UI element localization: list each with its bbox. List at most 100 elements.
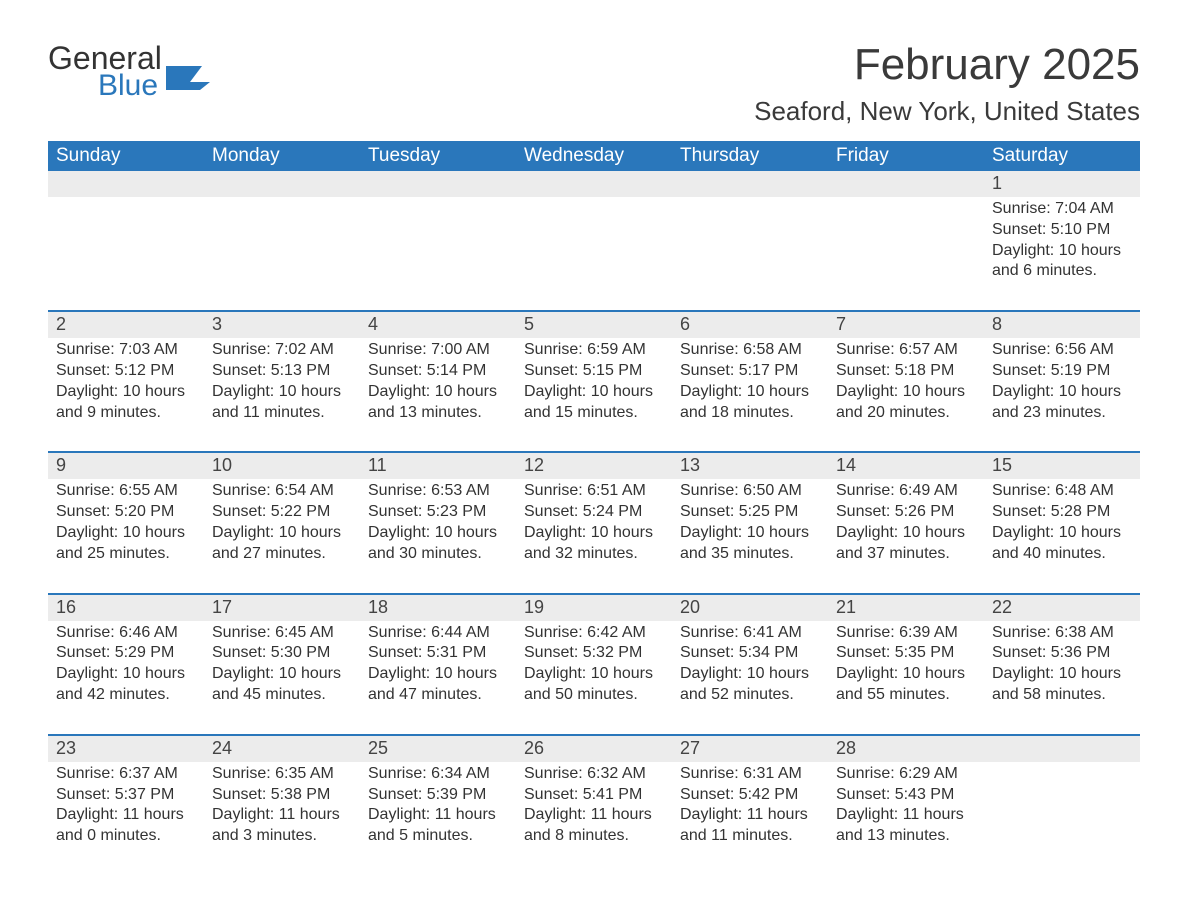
calendar-cell: 16Sunrise: 6:46 AMSunset: 5:29 PMDayligh… (48, 594, 204, 735)
sunset-line: Sunset: 5:38 PM (212, 785, 352, 806)
daylight-line: Daylight: 10 hours and 50 minutes. (524, 664, 664, 706)
day-details: Sunrise: 6:49 AMSunset: 5:26 PMDaylight:… (828, 479, 984, 564)
day-number-bar (516, 171, 672, 197)
day-number-bar: 24 (204, 736, 360, 762)
day-details: Sunrise: 6:45 AMSunset: 5:30 PMDaylight:… (204, 621, 360, 706)
sunset-line: Sunset: 5:28 PM (992, 502, 1132, 523)
calendar-cell: 28Sunrise: 6:29 AMSunset: 5:43 PMDayligh… (828, 735, 984, 875)
weekday-header: Wednesday (516, 141, 672, 171)
calendar-cell: 15Sunrise: 6:48 AMSunset: 5:28 PMDayligh… (984, 452, 1140, 593)
header: General Blue February 2025 Seaford, New … (48, 40, 1140, 135)
day-details: Sunrise: 7:04 AMSunset: 5:10 PMDaylight:… (984, 197, 1140, 282)
weekday-header: Monday (204, 141, 360, 171)
calendar-week: 16Sunrise: 6:46 AMSunset: 5:29 PMDayligh… (48, 594, 1140, 735)
sunset-line: Sunset: 5:42 PM (680, 785, 820, 806)
day-number-bar: 14 (828, 453, 984, 479)
sunset-line: Sunset: 5:10 PM (992, 220, 1132, 241)
calendar-week: 9Sunrise: 6:55 AMSunset: 5:20 PMDaylight… (48, 452, 1140, 593)
calendar-cell: 7Sunrise: 6:57 AMSunset: 5:18 PMDaylight… (828, 311, 984, 452)
calendar-cell: 2Sunrise: 7:03 AMSunset: 5:12 PMDaylight… (48, 311, 204, 452)
daylight-line: Daylight: 10 hours and 9 minutes. (56, 382, 196, 424)
day-number-bar: 23 (48, 736, 204, 762)
weekday-header: Saturday (984, 141, 1140, 171)
calendar-cell: 17Sunrise: 6:45 AMSunset: 5:30 PMDayligh… (204, 594, 360, 735)
calendar-header-row: SundayMondayTuesdayWednesdayThursdayFrid… (48, 141, 1140, 171)
day-number-bar (828, 171, 984, 197)
day-number-bar: 16 (48, 595, 204, 621)
calendar-cell (360, 171, 516, 311)
sunrise-line: Sunrise: 6:29 AM (836, 764, 976, 785)
day-details: Sunrise: 6:37 AMSunset: 5:37 PMDaylight:… (48, 762, 204, 847)
daylight-line: Daylight: 10 hours and 25 minutes. (56, 523, 196, 565)
sunrise-line: Sunrise: 6:54 AM (212, 481, 352, 502)
day-details: Sunrise: 6:32 AMSunset: 5:41 PMDaylight:… (516, 762, 672, 847)
daylight-line: Daylight: 10 hours and 6 minutes. (992, 241, 1132, 283)
calendar-cell: 22Sunrise: 6:38 AMSunset: 5:36 PMDayligh… (984, 594, 1140, 735)
sunrise-line: Sunrise: 6:39 AM (836, 623, 976, 644)
daylight-line: Daylight: 10 hours and 11 minutes. (212, 382, 352, 424)
day-number-bar: 10 (204, 453, 360, 479)
day-number-bar: 6 (672, 312, 828, 338)
weekday-header: Tuesday (360, 141, 516, 171)
day-details: Sunrise: 6:35 AMSunset: 5:38 PMDaylight:… (204, 762, 360, 847)
calendar-table: SundayMondayTuesdayWednesdayThursdayFrid… (48, 141, 1140, 875)
day-number-bar: 17 (204, 595, 360, 621)
day-details: Sunrise: 6:50 AMSunset: 5:25 PMDaylight:… (672, 479, 828, 564)
day-number-bar: 22 (984, 595, 1140, 621)
day-number-bar (48, 171, 204, 197)
sunset-line: Sunset: 5:37 PM (56, 785, 196, 806)
daylight-line: Daylight: 11 hours and 8 minutes. (524, 805, 664, 847)
daylight-line: Daylight: 10 hours and 55 minutes. (836, 664, 976, 706)
day-number-bar: 2 (48, 312, 204, 338)
sunset-line: Sunset: 5:18 PM (836, 361, 976, 382)
day-number-bar: 18 (360, 595, 516, 621)
sunset-line: Sunset: 5:20 PM (56, 502, 196, 523)
day-number-bar: 19 (516, 595, 672, 621)
sunset-line: Sunset: 5:19 PM (992, 361, 1132, 382)
sunrise-line: Sunrise: 6:59 AM (524, 340, 664, 361)
sunset-line: Sunset: 5:14 PM (368, 361, 508, 382)
sunrise-line: Sunrise: 6:51 AM (524, 481, 664, 502)
sunrise-line: Sunrise: 6:53 AM (368, 481, 508, 502)
sunset-line: Sunset: 5:26 PM (836, 502, 976, 523)
brand-word-2: Blue (98, 69, 162, 103)
sunrise-line: Sunrise: 7:04 AM (992, 199, 1132, 220)
day-number-bar: 11 (360, 453, 516, 479)
sunrise-line: Sunrise: 6:57 AM (836, 340, 976, 361)
sunset-line: Sunset: 5:23 PM (368, 502, 508, 523)
sunset-line: Sunset: 5:31 PM (368, 643, 508, 664)
daylight-line: Daylight: 10 hours and 47 minutes. (368, 664, 508, 706)
calendar-cell (516, 171, 672, 311)
day-number-bar: 21 (828, 595, 984, 621)
sunset-line: Sunset: 5:24 PM (524, 502, 664, 523)
sunset-line: Sunset: 5:15 PM (524, 361, 664, 382)
calendar-cell: 14Sunrise: 6:49 AMSunset: 5:26 PMDayligh… (828, 452, 984, 593)
day-details: Sunrise: 6:51 AMSunset: 5:24 PMDaylight:… (516, 479, 672, 564)
sunset-line: Sunset: 5:41 PM (524, 785, 664, 806)
calendar-week: 1Sunrise: 7:04 AMSunset: 5:10 PMDaylight… (48, 171, 1140, 311)
daylight-line: Daylight: 10 hours and 37 minutes. (836, 523, 976, 565)
day-details: Sunrise: 6:44 AMSunset: 5:31 PMDaylight:… (360, 621, 516, 706)
daylight-line: Daylight: 10 hours and 45 minutes. (212, 664, 352, 706)
daylight-line: Daylight: 10 hours and 35 minutes. (680, 523, 820, 565)
day-details: Sunrise: 6:34 AMSunset: 5:39 PMDaylight:… (360, 762, 516, 847)
daylight-line: Daylight: 11 hours and 0 minutes. (56, 805, 196, 847)
calendar-cell: 19Sunrise: 6:42 AMSunset: 5:32 PMDayligh… (516, 594, 672, 735)
daylight-line: Daylight: 11 hours and 3 minutes. (212, 805, 352, 847)
sunrise-line: Sunrise: 6:58 AM (680, 340, 820, 361)
sunset-line: Sunset: 5:34 PM (680, 643, 820, 664)
day-details: Sunrise: 6:48 AMSunset: 5:28 PMDaylight:… (984, 479, 1140, 564)
sunrise-line: Sunrise: 6:50 AM (680, 481, 820, 502)
day-details: Sunrise: 6:39 AMSunset: 5:35 PMDaylight:… (828, 621, 984, 706)
calendar-cell: 3Sunrise: 7:02 AMSunset: 5:13 PMDaylight… (204, 311, 360, 452)
sunrise-line: Sunrise: 6:41 AM (680, 623, 820, 644)
sunset-line: Sunset: 5:36 PM (992, 643, 1132, 664)
day-number-bar: 13 (672, 453, 828, 479)
calendar-body: 1Sunrise: 7:04 AMSunset: 5:10 PMDaylight… (48, 171, 1140, 875)
daylight-line: Daylight: 10 hours and 23 minutes. (992, 382, 1132, 424)
day-number-bar: 9 (48, 453, 204, 479)
calendar-week: 2Sunrise: 7:03 AMSunset: 5:12 PMDaylight… (48, 311, 1140, 452)
calendar-cell: 4Sunrise: 7:00 AMSunset: 5:14 PMDaylight… (360, 311, 516, 452)
daylight-line: Daylight: 10 hours and 40 minutes. (992, 523, 1132, 565)
calendar-cell: 5Sunrise: 6:59 AMSunset: 5:15 PMDaylight… (516, 311, 672, 452)
